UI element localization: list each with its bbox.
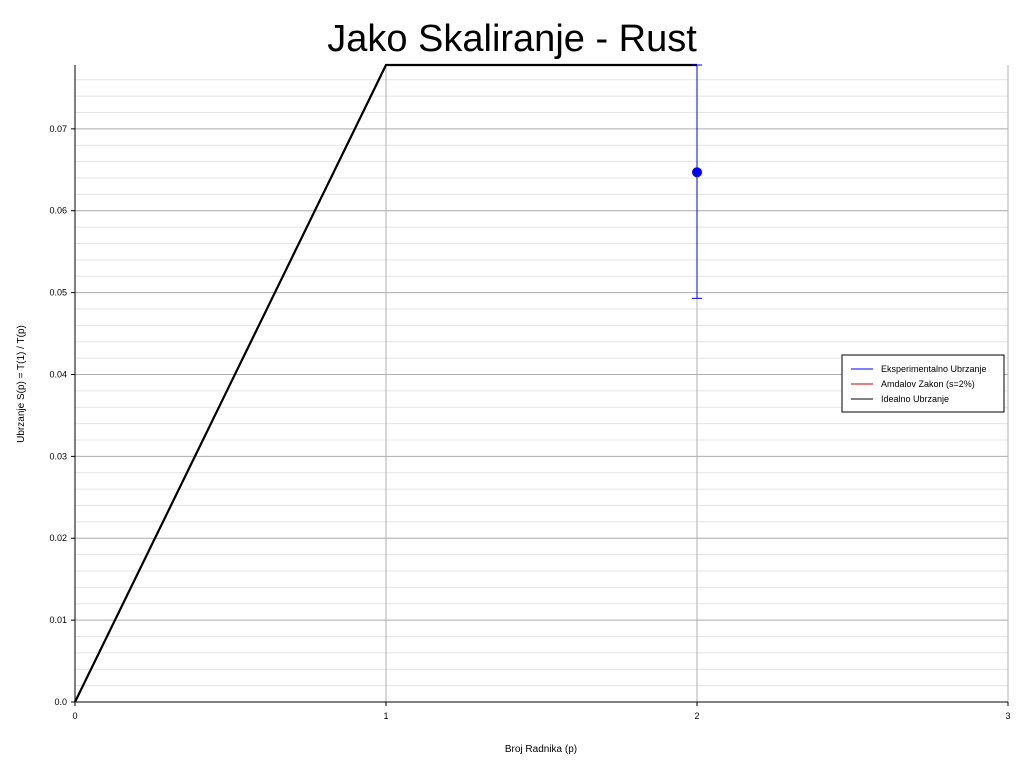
y-tick-label: 0.03 — [49, 451, 67, 461]
y-tick-label: 0.0 — [54, 697, 67, 707]
ideal-speedup-line — [74, 63, 697, 703]
y-tick-label: 0.04 — [49, 369, 67, 379]
legend-label-experimental: Eksperimentalno Ubrzanje — [881, 364, 987, 374]
axes — [71, 65, 1009, 706]
y-tick-label: 0.07 — [49, 124, 67, 134]
x-axis-label: Broj Radnika (p) — [505, 744, 577, 755]
y-axis-label: Ubrzanje S(p) = T(1) / T(p) — [16, 325, 27, 443]
x-tick-label: 1 — [383, 711, 388, 721]
legend-label-ideal: Idealno Ubrzanje — [881, 394, 949, 404]
legend-label-amdahl: Amdalov Zakon (s=2%) — [881, 379, 975, 389]
experimental-point — [692, 167, 702, 178]
x-tick-label: 2 — [694, 711, 699, 721]
series — [74, 63, 702, 703]
y-tick-label: 0.02 — [49, 533, 67, 543]
y-tick-label: 0.05 — [49, 288, 67, 298]
y-tick-label: 0.01 — [49, 615, 67, 625]
y-tick-label: 0.06 — [49, 206, 67, 216]
chart-title: Jako Skaliranje - Rust — [327, 18, 697, 60]
x-tick-label: 3 — [1005, 711, 1010, 721]
tick-labels: 0.0 0.01 0.02 0.03 0.04 0.05 0.06 0.07 0 1 2 3 — [49, 124, 1010, 721]
x-tick-label: 0 — [72, 711, 77, 721]
legend: Eksperimentalno Ubrzanje Amdalov Zakon (… — [841, 354, 1005, 413]
